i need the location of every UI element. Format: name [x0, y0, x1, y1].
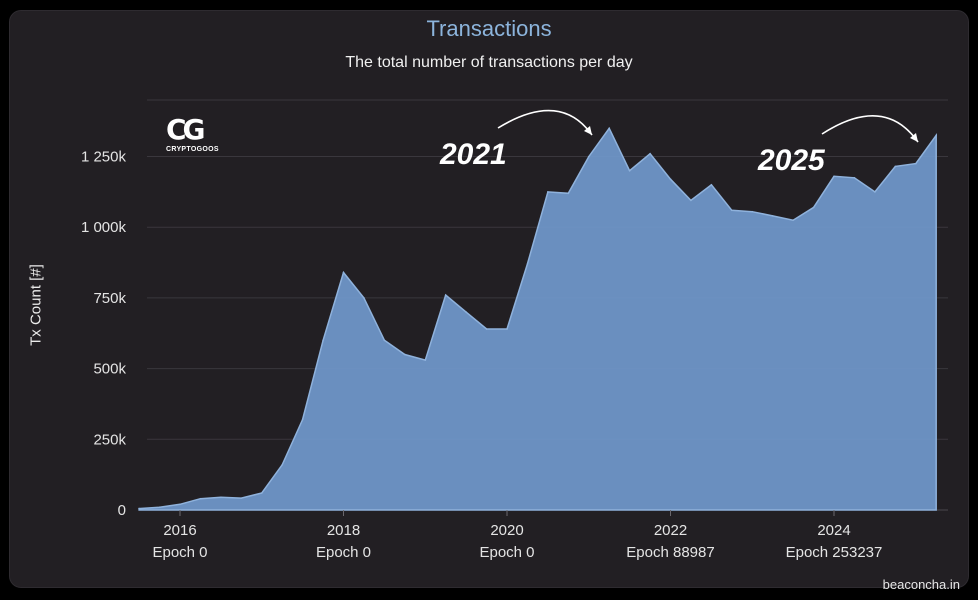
- data-point: [935, 134, 937, 137]
- chart-title: Transactions: [426, 16, 552, 41]
- x-tick-label: 2016: [163, 522, 196, 539]
- data-point: [669, 178, 672, 180]
- x-tick-epoch-label: Epoch 0: [316, 544, 371, 561]
- x-tick-epoch-label: Epoch 253237: [786, 544, 883, 561]
- data-point: [424, 359, 427, 361]
- data-point: [587, 155, 590, 158]
- data-point: [914, 162, 917, 165]
- annotations: 2021 2025: [439, 109, 919, 177]
- data-point: [649, 152, 651, 155]
- data-point: [444, 294, 447, 296]
- x-tick-label: 2024: [817, 522, 850, 539]
- data-point: [465, 311, 467, 313]
- data-point: [771, 215, 774, 217]
- data-point: [833, 175, 835, 178]
- x-tick-epoch-label: Epoch 88987: [626, 544, 714, 561]
- x-tick-label: 2018: [327, 522, 360, 539]
- data-point: [506, 328, 508, 330]
- data-point: [240, 497, 243, 499]
- y-tick-label: 1 000k: [81, 219, 127, 236]
- annotation-label: 2025: [757, 144, 826, 177]
- data-point: [567, 192, 570, 195]
- data-point: [179, 503, 181, 506]
- data-point: [363, 297, 365, 299]
- data-point: [404, 353, 406, 356]
- x-tick-label: 2020: [490, 522, 523, 539]
- data-point: [608, 127, 610, 130]
- data-point: [751, 210, 754, 213]
- area-series: [138, 126, 937, 511]
- data-point: [281, 463, 283, 466]
- annotation-arrowhead: [584, 126, 592, 135]
- y-tick-label: 250k: [93, 431, 126, 448]
- data-point: [383, 339, 386, 342]
- data-point: [220, 496, 222, 499]
- area-fill: [138, 126, 937, 511]
- y-tick-label: 1 250k: [81, 149, 127, 166]
- annotation-arrow: [497, 109, 593, 136]
- cryptogoos-logo: CG CRYPTOGOOS: [166, 113, 236, 154]
- chart-subtitle: The total number of transactions per day: [345, 54, 633, 71]
- data-point: [260, 492, 263, 494]
- data-point: [628, 169, 631, 172]
- logo-text: CRYPTOGOOS: [166, 146, 219, 153]
- data-point: [792, 219, 794, 221]
- data-point: [690, 199, 692, 202]
- data-point: [874, 191, 876, 193]
- y-tick-label: 750k: [93, 290, 126, 307]
- data-point: [812, 206, 815, 209]
- source-credit: beaconcha.in: [882, 577, 960, 592]
- x-axis-ticks: 2016 Epoch 0 2018 Epoch 0 2020 Epoch 0 2022 Epo…: [152, 510, 882, 561]
- y-axis-ticks: 0 250k 500k 750k 1 000k 1 250k: [81, 149, 127, 519]
- data-point: [485, 328, 488, 330]
- data-point: [158, 506, 161, 508]
- data-point: [710, 184, 713, 186]
- data-point: [301, 418, 304, 421]
- data-point: [853, 176, 856, 179]
- data-point: [342, 271, 345, 274]
- annotation-arrowhead: [910, 133, 918, 142]
- data-point: [894, 165, 897, 168]
- y-tick-label: 0: [118, 502, 126, 519]
- data-point: [322, 339, 324, 342]
- data-point: [138, 507, 140, 510]
- x-tick-epoch-label: Epoch 0: [479, 544, 534, 561]
- logo-mark: CG: [166, 113, 206, 146]
- x-tick-label: 2022: [654, 522, 687, 539]
- y-tick-label: 500k: [93, 361, 126, 378]
- annotation-arrow: [821, 115, 919, 143]
- data-point: [526, 263, 529, 265]
- data-point: [199, 497, 202, 500]
- annotation-label: 2021: [439, 138, 507, 171]
- data-point: [547, 191, 549, 193]
- x-tick-epoch-label: Epoch 0: [152, 544, 207, 561]
- data-point: [731, 209, 733, 212]
